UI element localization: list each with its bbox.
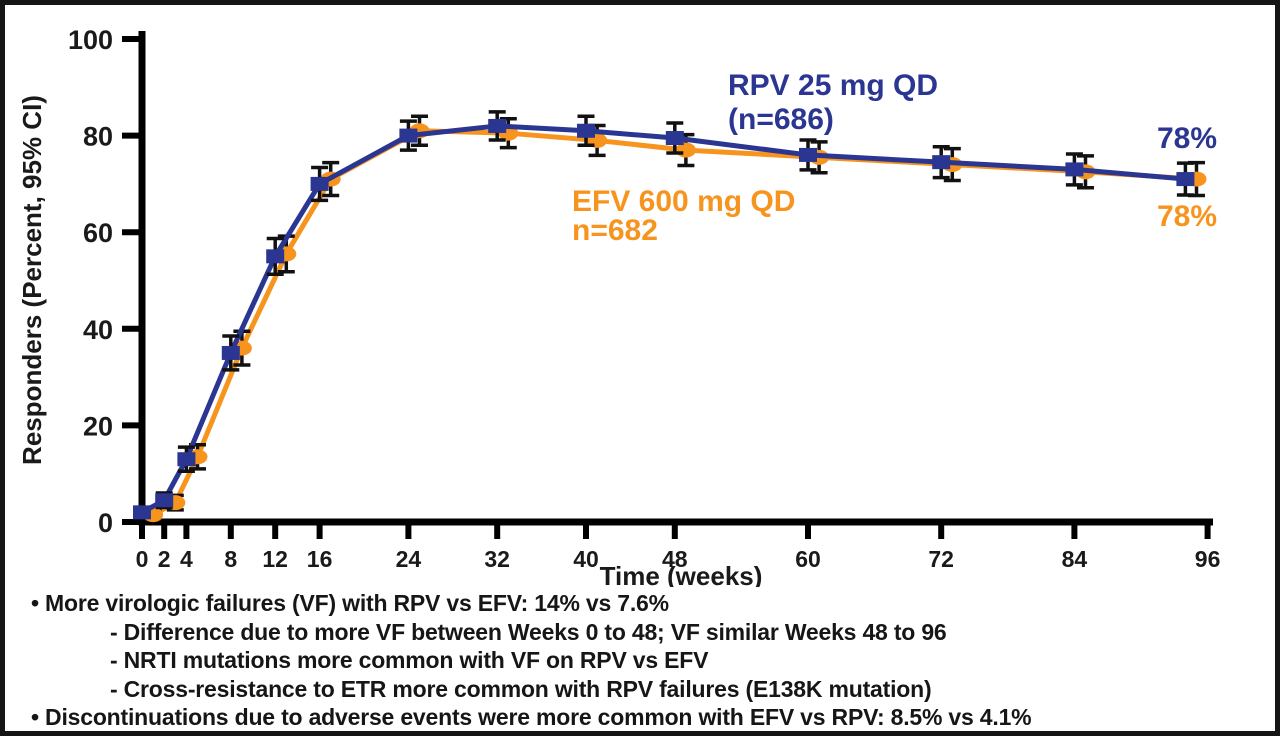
x-tick-label: 16 — [307, 546, 333, 572]
x-tick-label: 48 — [662, 546, 688, 572]
x-tick-label: 4 — [180, 546, 193, 572]
end-value-label: 78% — [1157, 122, 1217, 155]
data-point-square — [665, 131, 684, 146]
data-point-square — [932, 155, 951, 170]
data-point-square — [577, 123, 595, 138]
data-point-square — [1176, 172, 1195, 187]
x-tick-label: 60 — [795, 546, 821, 572]
data-point-square — [133, 505, 151, 520]
series-efv — [143, 114, 1207, 523]
data-point-square — [310, 176, 329, 191]
y-tick-label: 80 — [83, 122, 113, 152]
series-line — [140, 123, 1186, 515]
x-tick-label: 12 — [262, 546, 288, 572]
y-tick-label: 100 — [68, 25, 113, 55]
y-tick-label: 60 — [83, 218, 113, 248]
bullet-line: - NRTI mutations more common with VF on … — [110, 647, 709, 673]
x-tick-label: 32 — [484, 546, 510, 572]
bullet-line: • More virologic failures (VF) with RPV … — [31, 590, 669, 616]
y-tick-label: 40 — [83, 315, 113, 345]
data-point-square — [488, 118, 507, 133]
series-name-label: RPV 25 mg QD — [728, 69, 938, 102]
series-n-label: n=682 — [572, 214, 658, 247]
data-point-square — [266, 249, 285, 264]
data-point-square — [399, 128, 418, 143]
summary-bullets: • More virologic failures (VF) with RPV … — [31, 589, 1273, 731]
x-tick-label: 8 — [224, 546, 237, 572]
data-point-square — [155, 493, 174, 508]
data-point-square — [799, 147, 817, 162]
data-point-square — [177, 452, 196, 467]
bullet-line: - Cross-resistance to ETR more common wi… — [110, 675, 932, 702]
x-tick-label: 84 — [1062, 546, 1088, 572]
series-rpv — [133, 110, 1195, 520]
bullet-line: • Discontinuations due to adverse events… — [31, 704, 1032, 730]
x-tick-label: 0 — [136, 546, 149, 572]
bullet-line: - Difference due to more VF between Week… — [110, 618, 947, 645]
end-value-label: 78% — [1157, 200, 1217, 233]
x-tick-label: 2 — [158, 546, 171, 572]
x-axis-title: Time (weeks) — [600, 561, 763, 587]
data-point-square — [221, 345, 240, 360]
x-tick-label: 24 — [396, 546, 422, 572]
x-tick-label: 40 — [573, 546, 599, 572]
y-tick-label: 20 — [83, 411, 113, 441]
y-axis-title: Responders (Percent, 95% CI) — [17, 95, 47, 465]
x-tick-label: 72 — [928, 546, 954, 572]
data-point-square — [1065, 162, 1084, 177]
y-tick-label: 0 — [98, 508, 113, 538]
series-n-label: (n=686) — [728, 103, 834, 136]
series-name-label: EFV 600 mg QD — [572, 185, 795, 218]
x-tick-label: 96 — [1195, 546, 1221, 572]
